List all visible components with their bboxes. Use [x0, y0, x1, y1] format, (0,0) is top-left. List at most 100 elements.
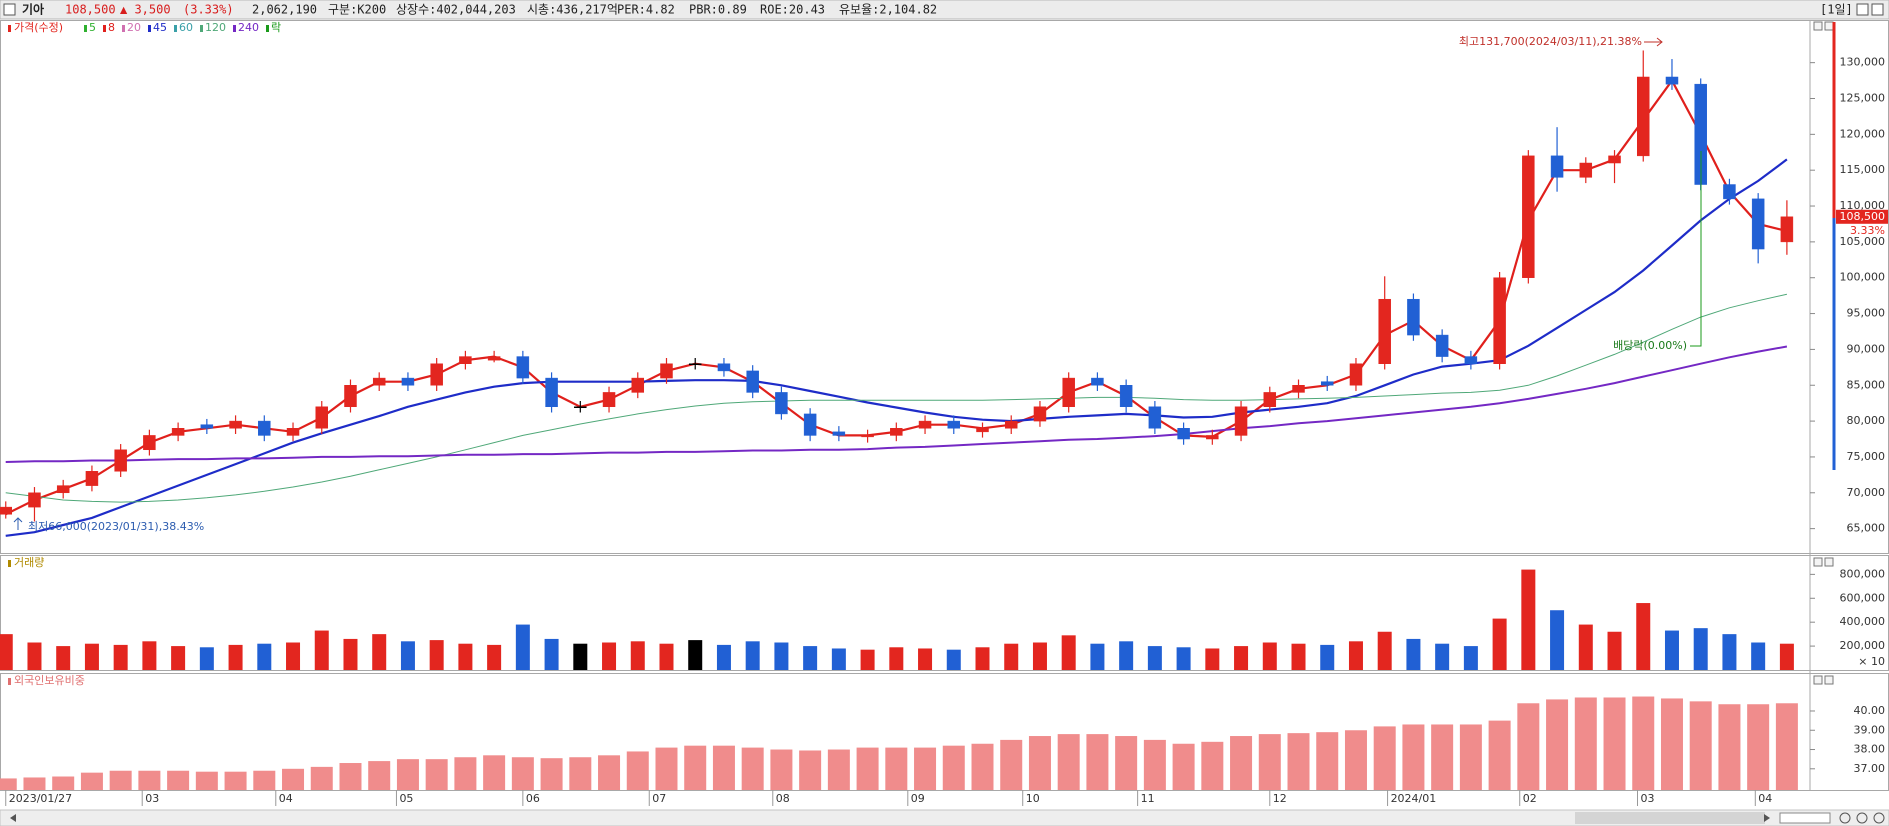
- legend-marker: [122, 25, 125, 32]
- zoom-slider[interactable]: [1779, 812, 1831, 824]
- ownership-bar: [1373, 726, 1396, 790]
- legend-marker: [8, 678, 11, 685]
- volume: 2,062,190: [252, 3, 317, 17]
- volume-bar: [56, 646, 71, 670]
- change-pct: (3.33%): [183, 3, 234, 17]
- candle-body: [574, 406, 587, 409]
- panel-close-button[interactable]: [1824, 557, 1834, 567]
- x-tick-label: 08: [776, 792, 790, 805]
- volume-bar: [716, 644, 731, 670]
- group: 구분:K200: [328, 3, 386, 17]
- candle-body: [1177, 428, 1190, 440]
- zoom-in[interactable]: [1873, 812, 1885, 824]
- volume-bar: [946, 649, 961, 670]
- volume-bar: [1664, 630, 1679, 670]
- panel-close-button[interactable]: [1824, 675, 1834, 685]
- scrollbar: [0, 809, 1889, 826]
- pbr: PBR:0.89: [689, 3, 747, 17]
- panel-max-button[interactable]: [1813, 675, 1823, 685]
- candle-body: [631, 377, 645, 393]
- panel-close-button[interactable]: [1824, 21, 1834, 31]
- ownership-bar: [0, 778, 17, 790]
- price: 108,500: [65, 3, 116, 17]
- scroll-track[interactable]: [0, 809, 1889, 826]
- panel-title: 가격(수정): [14, 21, 63, 34]
- ownership-bar: [799, 750, 822, 790]
- ownership-bar: [712, 745, 735, 790]
- scroll-thumb[interactable]: [1575, 812, 1765, 824]
- y-tick-label: 70,000: [1847, 486, 1886, 499]
- candle-body: [516, 356, 530, 379]
- x-tick-label: 09: [911, 792, 925, 805]
- ownership-bar: [684, 745, 707, 790]
- unit-label: × 10: [1858, 655, 1885, 668]
- ownership-bar: [1747, 704, 1770, 790]
- candle-body: [1407, 298, 1420, 336]
- volume-bar: [372, 634, 387, 670]
- roe: ROE:20.43: [760, 3, 825, 17]
- candle-body: [286, 428, 300, 436]
- y-tick-label: 40.00: [1854, 704, 1886, 717]
- shares: 상장수:402,044,203: [396, 3, 516, 17]
- zoom-reset[interactable]: [1856, 812, 1868, 824]
- panel-buttons: [1813, 21, 1834, 685]
- candle-body: [803, 413, 817, 436]
- ownership-bar: [1258, 734, 1281, 790]
- candle-body: [1579, 162, 1593, 178]
- y-tick-label: 115,000: [1840, 163, 1886, 176]
- ownership-bar: [195, 771, 218, 790]
- volume-bar: [1234, 646, 1249, 670]
- volume-bar: [803, 646, 818, 670]
- zoom-out[interactable]: [1839, 812, 1851, 824]
- chart-layer: 65,000 70,000 75,000 80,000 85,000 90,000 95,0…: [0, 21, 1888, 806]
- low-arrow: [13, 517, 23, 530]
- close-button[interactable]: [1871, 3, 1884, 16]
- ownership-bar: [1287, 733, 1310, 790]
- x-tick-label: 03: [145, 792, 159, 805]
- volume-bar: [1205, 648, 1220, 670]
- x-tick-label: 04: [279, 792, 293, 805]
- candle-body: [1550, 155, 1564, 178]
- candle-body: [200, 424, 214, 429]
- x-tick-label: 05: [399, 792, 413, 805]
- ownership-bar: [1028, 736, 1051, 790]
- ownership-bar: [914, 747, 937, 790]
- candle-body: [1780, 216, 1794, 243]
- ownership-bar: [396, 759, 419, 790]
- candle-body: [85, 471, 99, 486]
- panel-max-button[interactable]: [1813, 557, 1823, 567]
- last-price-tag: [1836, 209, 1888, 224]
- volume-bar: [1550, 610, 1565, 670]
- candle-body: [1636, 76, 1650, 157]
- y-tick-label: 75,000: [1847, 450, 1886, 463]
- volume-bar: [1435, 643, 1450, 670]
- candle-body: [947, 420, 961, 429]
- period[interactable]: [1일]: [1820, 3, 1853, 17]
- candle-body: [487, 356, 501, 361]
- ownership-bar: [52, 776, 75, 790]
- candle-body: [688, 363, 702, 365]
- ownership-bar: [511, 757, 534, 790]
- checkbox[interactable]: [3, 3, 16, 16]
- moving-average-line: [5, 293, 1788, 503]
- y-tick-label: 90,000: [1847, 342, 1886, 355]
- maximize-button[interactable]: [1856, 3, 1869, 16]
- legend-label: 240: [238, 21, 259, 34]
- legend-marker: [103, 25, 106, 32]
- volume-bar: [1779, 643, 1794, 670]
- volume-bar: [1061, 635, 1076, 670]
- volume-bar: [1751, 642, 1766, 670]
- volume-bar: [113, 644, 128, 670]
- ownership-bar: [540, 758, 563, 790]
- scroll-left[interactable]: [10, 814, 16, 822]
- volume-bar: [1004, 643, 1019, 670]
- ownership-bar: [1574, 697, 1597, 790]
- y-tick-label: 37.00: [1854, 762, 1886, 775]
- volume-bar: [630, 641, 645, 670]
- candle-body: [1292, 385, 1305, 393]
- candle-body: [918, 420, 932, 429]
- y-tick-label: 65,000: [1847, 522, 1886, 535]
- panel-max-button[interactable]: [1813, 21, 1823, 31]
- volume-bar: [774, 642, 789, 670]
- scroll-right[interactable]: [1764, 814, 1770, 822]
